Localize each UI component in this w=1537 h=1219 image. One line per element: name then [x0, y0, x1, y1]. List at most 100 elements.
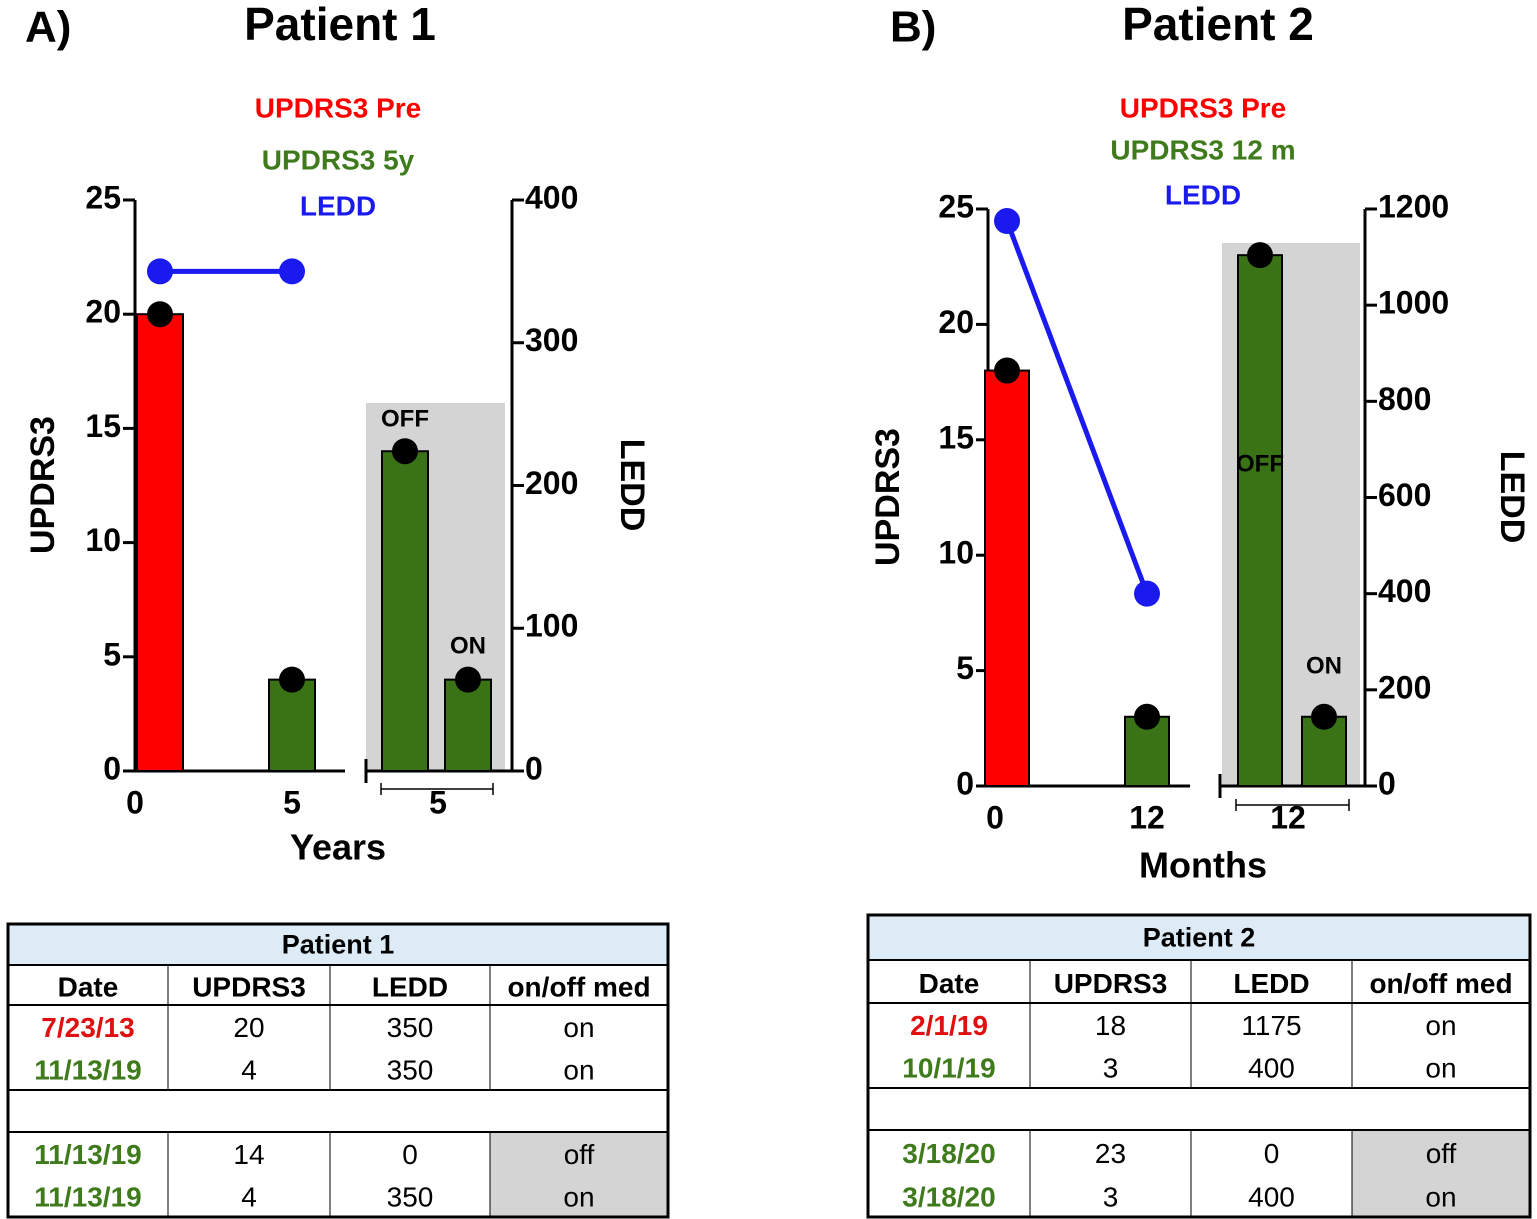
- bar-dot: [279, 666, 305, 693]
- panel-label: B): [890, 3, 936, 52]
- bar-dot: [455, 666, 481, 693]
- table-cell: 400: [1248, 1181, 1295, 1212]
- date-cell: 11/13/19: [34, 1139, 141, 1170]
- y2-tick-label: 300: [525, 322, 578, 358]
- y2-tick-label: 600: [1378, 477, 1431, 513]
- column-header: on/off med: [1369, 968, 1512, 999]
- x-axis-label: Months: [1139, 845, 1267, 886]
- y-tick-label: 15: [938, 419, 974, 455]
- date-cell: 11/13/19: [34, 1054, 141, 1085]
- x-tick-label: 0: [126, 784, 144, 820]
- table-header-bg: [868, 915, 1530, 960]
- table-cell: on: [1425, 1181, 1456, 1212]
- column-header: on/off med: [507, 971, 650, 1002]
- y2-tick-label: 1000: [1378, 285, 1449, 321]
- chart-title: Patient 2: [1122, 0, 1314, 50]
- line-point: [147, 258, 173, 285]
- table-cell: 23: [1095, 1138, 1126, 1169]
- x-tick-label: 12: [1129, 799, 1165, 835]
- y2-tick-label: 800: [1378, 381, 1431, 417]
- table-cell: 20: [233, 1012, 264, 1043]
- bar: [444, 678, 492, 773]
- legend-entry: UPDRS3 Pre: [255, 92, 422, 123]
- column-header: Date: [58, 971, 119, 1002]
- y2-tick-label: 1200: [1378, 188, 1449, 224]
- chart-title: Patient 1: [244, 0, 436, 50]
- panel-label: A): [25, 3, 71, 52]
- legend-entry: UPDRS3 Pre: [1120, 92, 1287, 123]
- table-cell: 18: [1095, 1010, 1126, 1041]
- bar-dot: [392, 438, 418, 465]
- y2-axis-label: LEDD: [1493, 451, 1531, 544]
- table-cell: off: [564, 1139, 595, 1170]
- bar: [1237, 254, 1283, 788]
- legend-entry: LEDD: [1165, 179, 1241, 210]
- table-cell: 14: [233, 1139, 264, 1170]
- table-cell: 4: [241, 1054, 257, 1085]
- bar-annotation: OFF: [381, 405, 429, 432]
- bar-annotation: ON: [1306, 652, 1342, 679]
- legend-entry: UPDRS3 12 m: [1110, 134, 1295, 165]
- bar: [984, 369, 1030, 787]
- table-cell: 4: [241, 1181, 257, 1212]
- table-cell: on: [1425, 1010, 1456, 1041]
- table-cell: 350: [387, 1054, 434, 1085]
- table-header-bg: [8, 924, 668, 965]
- legend-entry: UPDRS3 5y: [262, 144, 415, 175]
- y-tick-label: 0: [956, 765, 974, 801]
- table-cell: 400: [1248, 1052, 1295, 1083]
- y-tick-label: 20: [85, 294, 121, 330]
- y-tick-label: 5: [103, 636, 121, 672]
- x-tick-label: 5: [429, 784, 447, 820]
- y-tick-label: 25: [85, 179, 121, 215]
- column-header: LEDD: [372, 971, 448, 1002]
- bar-dot: [1311, 703, 1337, 730]
- y-tick-label: 10: [85, 522, 121, 558]
- table-cell: 0: [402, 1139, 418, 1170]
- x-tick-label: 5: [283, 784, 301, 820]
- column-header: LEDD: [1233, 968, 1309, 999]
- line-point: [279, 258, 305, 285]
- y2-axis-label: LEDD: [613, 439, 651, 532]
- y2-tick-label: 0: [1378, 765, 1396, 801]
- column-header: UPDRS3: [192, 971, 306, 1002]
- table-cell: on: [563, 1181, 594, 1212]
- y-axis-label: UPDRS3: [24, 416, 62, 554]
- table-title: Patient 2: [1143, 923, 1256, 953]
- y2-tick-label: 0: [525, 750, 543, 786]
- date-cell: 3/18/20: [902, 1138, 995, 1169]
- y-axis-label: UPDRS3: [869, 428, 907, 566]
- column-header: Date: [919, 968, 980, 999]
- bar: [268, 678, 316, 773]
- y2-tick-label: 200: [525, 465, 578, 501]
- column-header: UPDRS3: [1054, 968, 1168, 999]
- date-cell: 10/1/19: [902, 1052, 995, 1083]
- table-cell: 3: [1103, 1052, 1119, 1083]
- table-cell: on: [1425, 1052, 1456, 1083]
- bar: [136, 313, 184, 772]
- y-tick-label: 20: [938, 304, 974, 340]
- line: [1004, 220, 1150, 595]
- bar-dot: [147, 301, 173, 328]
- bar-dot: [994, 357, 1020, 384]
- bar-annotation: OFF: [1236, 450, 1284, 477]
- table-cell: 350: [387, 1012, 434, 1043]
- y2-tick-label: 100: [525, 608, 578, 644]
- shaded-cell: [1352, 1130, 1530, 1217]
- table-cell: 0: [1264, 1138, 1280, 1169]
- date-cell: 11/13/19: [34, 1181, 141, 1212]
- y-tick-label: 25: [938, 188, 974, 224]
- y2-tick-label: 200: [1378, 669, 1431, 705]
- y-tick-label: 10: [938, 535, 974, 571]
- y-tick-label: 0: [103, 750, 121, 786]
- bar-annotation: ON: [450, 632, 486, 659]
- table-title: Patient 1: [282, 930, 395, 960]
- table-border: [866, 913, 1532, 1219]
- date-cell: 7/23/13: [41, 1012, 134, 1043]
- x-tick-label: 12: [1270, 799, 1306, 835]
- y-tick-label: 15: [85, 408, 121, 444]
- table-cell: on: [563, 1012, 594, 1043]
- table-cell: 3: [1103, 1181, 1119, 1212]
- table-cell: off: [1426, 1138, 1457, 1169]
